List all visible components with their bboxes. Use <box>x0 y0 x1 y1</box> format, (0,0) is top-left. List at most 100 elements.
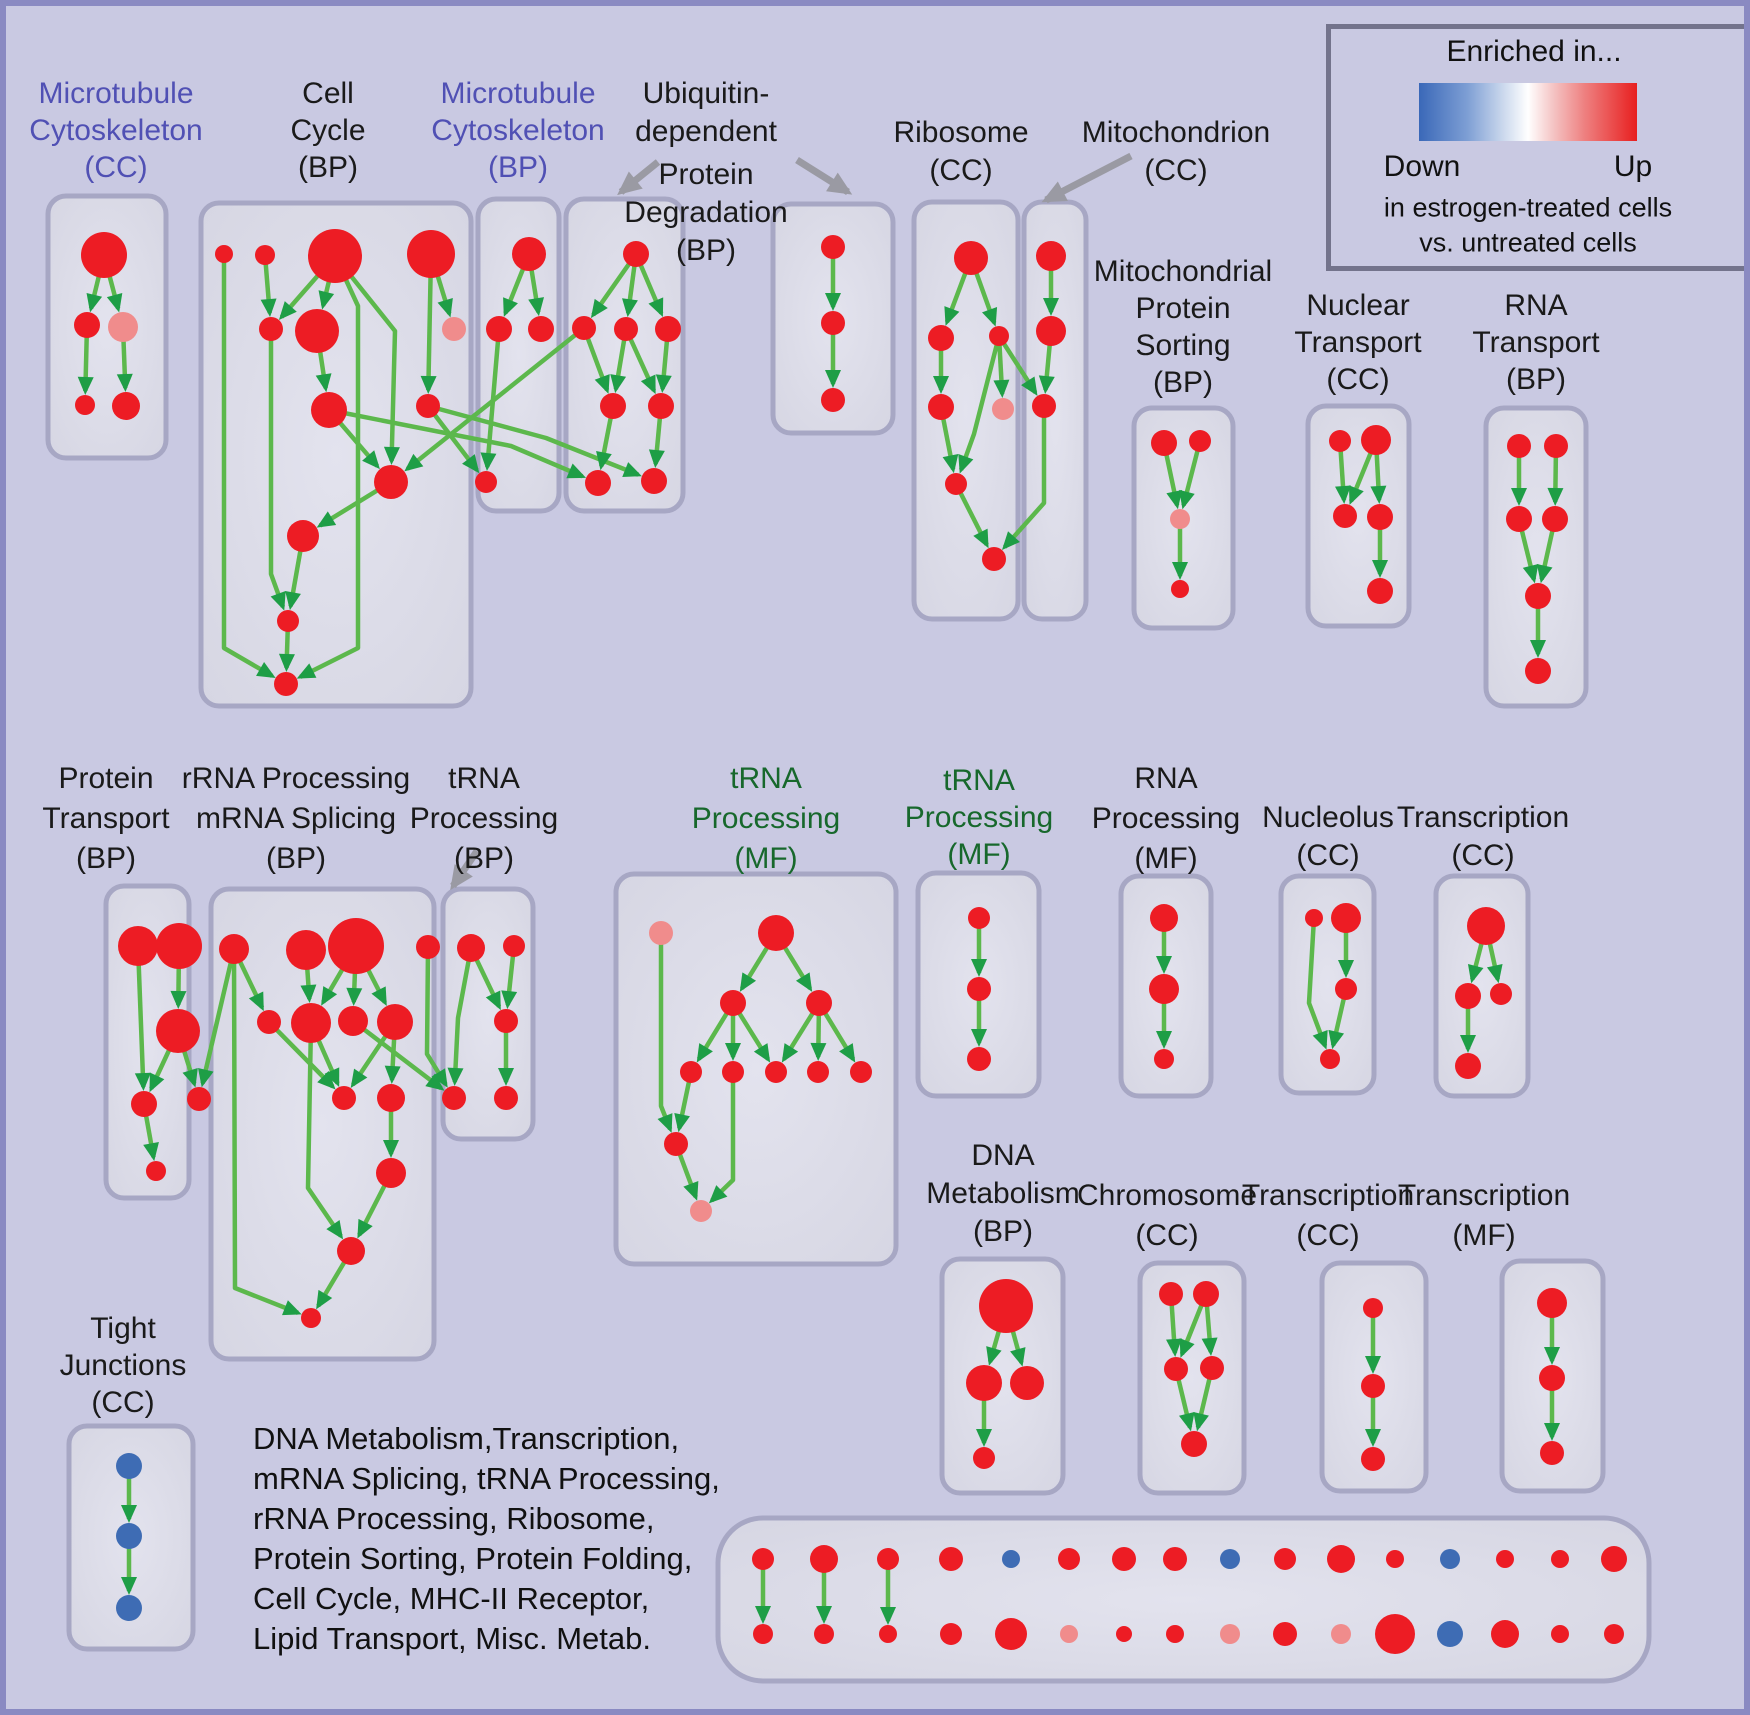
go-term-node-cc1 <box>215 245 233 263</box>
edge-arrow-R3-M3 <box>997 334 1038 396</box>
merged-categories-note-line3: rRNA Processing, Ribosome, <box>253 1501 655 1536</box>
go-term-node-g2t <box>810 1545 838 1573</box>
label-tight-junctions-cc-line2: Junctions <box>59 1349 187 1382</box>
go-term-node-c3 <box>1164 1357 1188 1381</box>
edge-arrow-cc3-cc10 <box>333 254 400 466</box>
go-term-node-R4 <box>928 394 954 420</box>
group-box-mt-cc <box>45 193 169 461</box>
legend-subtitle-line1: in estrogen-treated cells <box>1383 192 1673 223</box>
edge-arrow-m6-m11 <box>708 1072 736 1204</box>
go-term-node-M3 <box>1032 394 1056 418</box>
label-trna-processing-bp-line3: (BP) <box>454 842 514 875</box>
go-term-node-g11b <box>1331 1624 1351 1644</box>
go-term-node-u1 <box>623 241 649 267</box>
label-trna-processing-bp-line2: Processing <box>409 802 559 835</box>
merged-categories-note-line1: DNA Metabolism,Transcription, <box>253 1421 680 1456</box>
go-term-node-e3 <box>1361 1447 1385 1471</box>
go-term-node-g5b <box>995 1618 1027 1650</box>
go-term-node-cc9 <box>416 394 440 418</box>
edge-arrow-rA-rM <box>231 948 302 1316</box>
go-term-node-rt1 <box>1507 434 1531 458</box>
group-box-ubq-a <box>563 196 686 514</box>
go-term-node-ms2 <box>1189 430 1211 452</box>
label-microtubule-cytoskeleton-cc-line3: (CC) <box>84 151 148 184</box>
go-term-node-rL <box>337 1237 365 1265</box>
label-trna-processing-mf-large-line3: (MF) <box>734 842 798 875</box>
go-term-node-g8t <box>1163 1547 1187 1571</box>
go-term-node-m10 <box>664 1132 688 1156</box>
label-trna-processing-mf-small-line1: tRNA <box>943 764 1015 797</box>
label-rrna-processing-mrna-splicing-bp-line1: rRNA Processing <box>181 762 411 795</box>
label-trna-processing-bp-line1: tRNA <box>448 762 520 795</box>
label-ubiquitin-dependent-protein-degradation-bp-line1: Ubiquitin- <box>642 77 770 110</box>
go-term-node-w2 <box>967 977 991 1001</box>
go-term-node-a4 <box>75 395 95 415</box>
go-term-node-s2 <box>1455 983 1481 1009</box>
go-term-node-m7 <box>765 1061 787 1083</box>
go-term-node-w3 <box>967 1047 991 1071</box>
label-cell-cycle-bp-line1: Cell <box>302 77 354 110</box>
go-term-node-g15b <box>1551 1625 1569 1643</box>
go-term-node-u6 <box>648 393 674 419</box>
label-ubiquitin-dependent-protein-degradation-bp-line2: dependent <box>635 115 777 148</box>
go-term-node-rE <box>257 1010 281 1034</box>
go-term-node-rI <box>332 1086 356 1110</box>
go-term-node-j3 <box>116 1595 142 1621</box>
go-term-node-t4 <box>442 1086 466 1110</box>
go-term-node-g7b <box>1116 1626 1132 1642</box>
label-microtubule-cytoskeleton-bp-line3: (BP) <box>488 151 548 184</box>
go-term-node-cc4 <box>407 230 455 278</box>
group-boxes-layer <box>45 193 1652 1684</box>
go-term-node-g5t <box>1002 1550 1020 1568</box>
label-microtubule-cytoskeleton-cc-line2: Cytoskeleton <box>29 114 203 147</box>
go-term-node-rB <box>286 930 326 970</box>
go-term-node-q3 <box>1154 1049 1174 1069</box>
go-term-node-cc2 <box>255 245 275 265</box>
legend-up-label: Up <box>1613 150 1653 183</box>
edge-arrow-t1-t4 <box>447 947 474 1087</box>
go-term-node-g3b <box>879 1625 897 1643</box>
group-box-dna-metabolism <box>939 1256 1066 1496</box>
go-term-node-e1 <box>1363 1298 1383 1318</box>
edge-arrow-nu1-nu4 <box>1306 917 1328 1050</box>
go-term-node-cc12 <box>277 610 299 632</box>
go-term-node-s1 <box>1467 907 1505 945</box>
go-term-node-rA <box>219 934 249 964</box>
edge-arrow-cc3-cc13 <box>296 255 361 679</box>
label-transcription-cc-top-line2: (CC) <box>1451 839 1515 872</box>
edge-arrow-p1-p4 <box>134 945 151 1092</box>
edge-arrow-cc5-cc12 <box>268 329 286 611</box>
label-chromosome-cc-line2: (CC) <box>1135 1219 1199 1252</box>
go-term-node-b3 <box>528 316 554 342</box>
go-term-node-a5 <box>112 392 140 420</box>
network-figure-svg <box>45 152 1652 1684</box>
go-term-node-cc11 <box>287 520 319 552</box>
go-term-node-b1 <box>512 237 546 271</box>
nodes-layer <box>74 229 1627 1654</box>
label-rna-transport-bp-line2: Transport <box>1472 326 1600 359</box>
go-term-node-R1 <box>954 241 988 275</box>
label-tight-junctions-cc-line3: (CC) <box>91 1386 155 1419</box>
go-term-node-nt1 <box>1329 430 1351 452</box>
go-term-node-rM <box>301 1308 321 1328</box>
go-term-node-nu4 <box>1320 1049 1340 1069</box>
go-term-node-d1 <box>979 1279 1033 1333</box>
edge-arrow-ms2-ms3 <box>1179 440 1203 510</box>
go-term-node-g4t <box>939 1547 963 1571</box>
pointer-arrow-ubiquitin-to-left-box <box>617 159 661 196</box>
go-term-node-g6t <box>1058 1548 1080 1570</box>
pointer-arrow-mitochondrion-to-box <box>1041 152 1133 204</box>
label-nucleolus-cc-line2: (CC) <box>1296 839 1360 872</box>
label-ribosome-cc-line2: (CC) <box>929 154 993 187</box>
label-rna-transport-bp-line1: RNA <box>1504 289 1568 322</box>
go-term-node-ms1 <box>1151 430 1177 456</box>
edge-arrow-M3-R7 <box>1001 406 1047 551</box>
edge-arrow-rG-t4 <box>351 1019 445 1091</box>
go-term-node-g1t <box>752 1548 774 1570</box>
label-rna-processing-mf-line1: RNA <box>1134 762 1198 795</box>
go-term-node-R3 <box>989 326 1009 346</box>
go-term-node-u7 <box>585 470 611 496</box>
go-term-node-cc3 <box>308 229 362 283</box>
legend-title: Enriched in... <box>1446 35 1622 68</box>
label-rna-transport-bp-line3: (BP) <box>1506 363 1566 396</box>
